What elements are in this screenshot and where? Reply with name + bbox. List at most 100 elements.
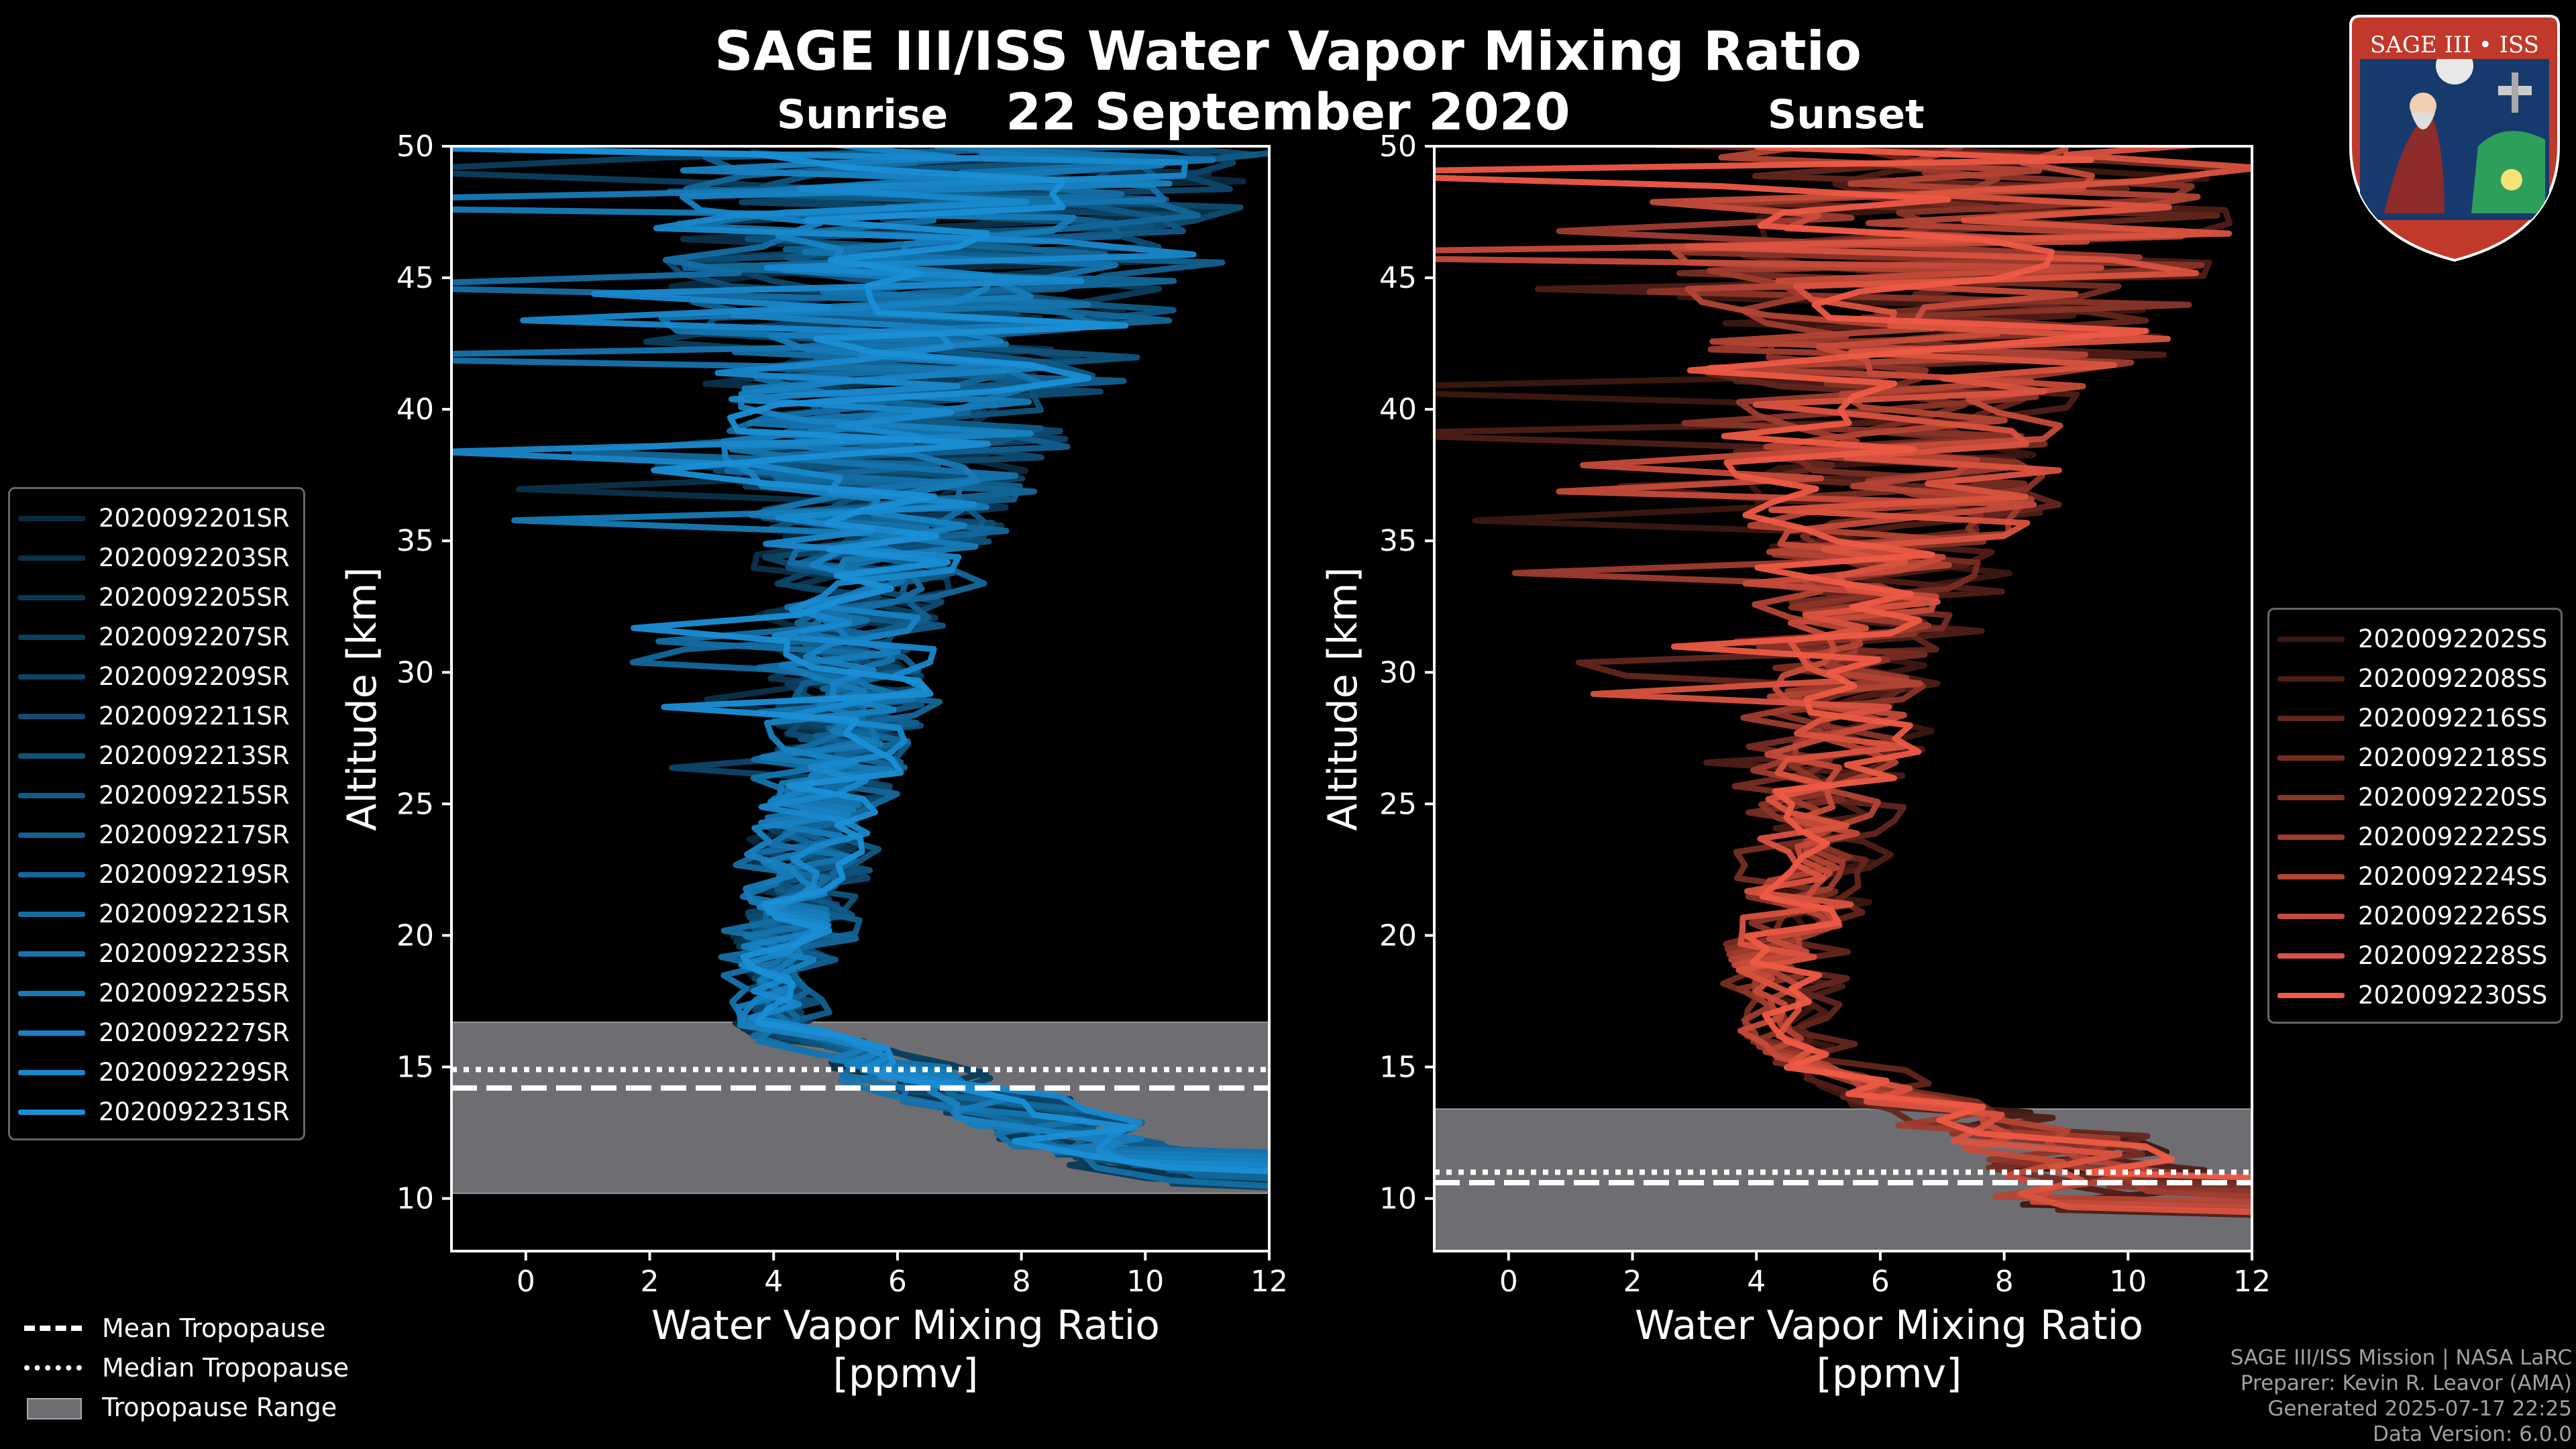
legend-item: 2020092228SS [2277, 936, 2547, 975]
legend-label: Mean Tropopause [102, 1313, 326, 1343]
x-tick-label: 2 [1623, 1265, 1642, 1299]
x-axis-label-line: [ppmv] [1816, 1350, 1962, 1397]
x-tick-label: 10 [1126, 1265, 1164, 1299]
legend-label: Tropopause Range [102, 1392, 337, 1422]
legend-label: 2020092202SS [2358, 625, 2548, 653]
legend-item: 2020092215SR [18, 775, 290, 815]
legend-label: 2020092229SR [99, 1058, 290, 1087]
legend-swatch [18, 634, 85, 640]
legend-item: 2020092219SR [18, 855, 290, 894]
legend-label: 2020092225SR [99, 979, 290, 1008]
legend-item: 2020092205SR [18, 578, 290, 617]
legend-label: 2020092231SR [99, 1097, 290, 1126]
y-tick-label: 35 [1379, 524, 1417, 558]
legend-item: 2020092211SR [18, 696, 290, 736]
legend-item: 2020092221SR [18, 894, 290, 934]
legend-item: 2020092208SS [2277, 659, 2547, 698]
legend-label: 2020092220SS [2358, 783, 2548, 812]
legend-item: 2020092223SR [18, 934, 290, 973]
x-tick-label: 12 [2233, 1265, 2271, 1299]
legend-label: 2020092219SR [99, 860, 290, 889]
legend-swatch [18, 1069, 85, 1075]
gray-box-icon [24, 1394, 82, 1421]
legend-item: 2020092230SS [2277, 975, 2547, 1015]
credit-preparer: Preparer: Kevin R. Leavor (AMA) [2240, 1371, 2572, 1395]
legend-label: 2020092230SS [2358, 981, 2548, 1010]
y-tick-label: 45 [396, 261, 434, 295]
y-tick-label: 45 [1379, 261, 1417, 295]
plot-frame [1433, 145, 2253, 1252]
legend-item: 2020092226SS [2277, 896, 2547, 936]
dotted-line-icon [24, 1354, 82, 1381]
sunrise-legend: 2020092201SR 2020092203SR 2020092205SR 2020… [8, 487, 305, 1140]
legend-item: 2020092217SR [18, 815, 290, 855]
x-tick-label: 12 [1250, 1265, 1288, 1299]
x-axis-label-sunset: Water Vapor Mixing Ratio [ppmv] [1453, 1301, 2325, 1398]
legend-item-median-tropopause: Median Tropopause [24, 1348, 349, 1387]
profiles [1434, 146, 2252, 1218]
legend-label: 2020092217SR [99, 820, 290, 849]
y-tick-label: 30 [396, 655, 434, 690]
legend-swatch [18, 1109, 85, 1115]
sunset-panel: 10 15 20 25 30 35 40 45 50 0 2 4 6 8 10 12 [1379, 129, 2271, 1299]
legend-item-mean-tropopause: Mean Tropopause [24, 1308, 349, 1348]
legend-swatch [2277, 834, 2345, 840]
legend-label: 2020092213SR [99, 741, 290, 770]
profile-2020092224SS [1670, 146, 2252, 1205]
legend-label: Median Tropopause [102, 1352, 349, 1383]
y-tick-label: 15 [396, 1051, 434, 1085]
y-tick-label: 20 [1379, 918, 1417, 953]
legend-swatch [2277, 676, 2345, 682]
legend-swatch [18, 871, 85, 877]
legend-swatch [18, 594, 85, 600]
profile-2020092229SR [451, 146, 1269, 1170]
legend-swatch [18, 713, 85, 719]
profile-2020092227SR [679, 146, 1269, 1165]
legend-item: 2020092201SR [18, 498, 290, 538]
x-axis-label-line: [ppmv] [833, 1350, 979, 1397]
legend-label: 2020092211SR [99, 702, 290, 731]
sunset-subtitle: Sunset [1768, 91, 1925, 138]
legend-item: 2020092213SR [18, 736, 290, 775]
legend-swatch [18, 951, 85, 957]
profile-2020092221SR [451, 146, 1269, 1189]
sunrise-panel: 10 15 20 25 30 35 40 45 50 0 2 4 6 8 10 12 [396, 129, 1288, 1299]
y-tick-label: 50 [396, 129, 434, 164]
legend-swatch [18, 990, 85, 996]
legend-swatch [2277, 992, 2345, 998]
credit-version: Data Version: 6.0.0 [2372, 1422, 2572, 1446]
y-tick-label: 25 [396, 787, 434, 821]
legend-swatch [18, 792, 85, 798]
y-tick-label: 40 [1379, 392, 1417, 427]
x-tick-label: 0 [517, 1265, 535, 1299]
legend-item: 2020092220SS [2277, 777, 2547, 817]
legend-item: 2020092231SR [18, 1092, 290, 1132]
y-tick-label: 15 [1379, 1051, 1417, 1085]
legend-item: 2020092224SS [2277, 857, 2547, 896]
legend-label: 2020092216SS [2358, 704, 2548, 733]
legend-label: 2020092221SR [99, 900, 290, 928]
legend-label: 2020092215SR [99, 781, 290, 810]
y-axis-label-sunset: Altitude [km] [1320, 567, 1366, 831]
sunrise-subtitle: Sunrise [777, 91, 949, 138]
legend-swatch [2277, 953, 2345, 959]
x-tick-label: 8 [1995, 1265, 2014, 1299]
x-axis-label-sunrise: Water Vapor Mixing Ratio [ppmv] [470, 1301, 1342, 1398]
y-tick-label: 35 [396, 524, 434, 558]
sunset-legend: 2020092202SS 2020092208SS 2020092216SS 2020… [2267, 608, 2563, 1024]
legend-label: 2020092226SS [2358, 902, 2548, 930]
profiles [451, 146, 1269, 1191]
legend-swatch [2277, 794, 2345, 800]
logo-text: SAGE III • ISS [2370, 32, 2539, 58]
y-axis-label-sunrise: Altitude [km] [339, 567, 386, 831]
legend-swatch [18, 555, 85, 561]
y-tick-label: 30 [1379, 655, 1417, 690]
legend-item: 2020092229SR [18, 1053, 290, 1092]
legend-swatch [18, 515, 85, 521]
legend-swatch [18, 753, 85, 759]
legend-swatch [2277, 715, 2345, 721]
profile-2020092216SS [1575, 146, 2252, 1186]
legend-label: 2020092205SR [99, 583, 290, 612]
legend-swatch [18, 832, 85, 838]
